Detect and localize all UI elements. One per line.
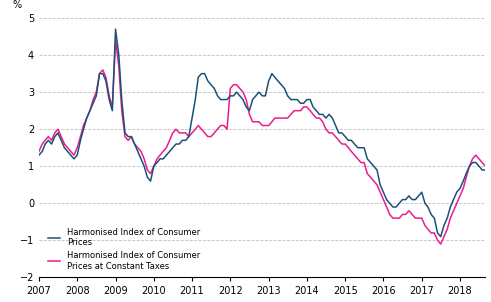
Line: Harmonised Index of Consumer
Prices: Harmonised Index of Consumer Prices	[39, 29, 491, 237]
Y-axis label: %: %	[12, 0, 21, 10]
Line: Harmonised Index of Consumer
Prices at Constant Taxes: Harmonised Index of Consumer Prices at C…	[39, 40, 491, 244]
Legend: Harmonised Index of Consumer
Prices, Harmonised Index of Consumer
Prices at Cons: Harmonised Index of Consumer Prices, Har…	[48, 228, 200, 271]
